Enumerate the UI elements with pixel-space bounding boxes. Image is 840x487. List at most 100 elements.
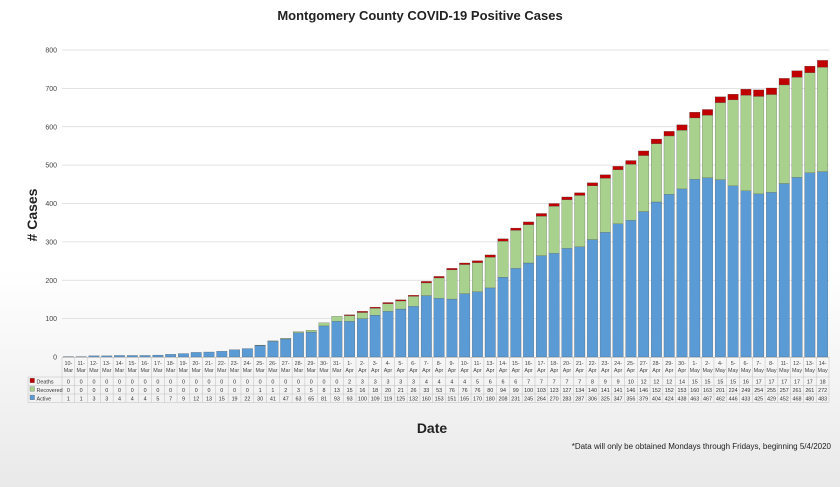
bar-segment-recovered: [395, 300, 407, 310]
data-label-active: 4: [144, 396, 147, 402]
x-tick-label: 28-: [653, 361, 661, 367]
x-tick-label: 24-: [243, 361, 251, 367]
data-label-active: 160: [422, 396, 431, 402]
x-tick-label-month: Apr: [345, 368, 354, 374]
data-label-deaths: 17: [781, 379, 787, 385]
data-label-deaths: 0: [144, 379, 147, 385]
x-tick-label: 7-: [424, 361, 429, 367]
data-label-deaths: 15: [717, 379, 723, 385]
bar-segment-active: [663, 194, 675, 358]
x-tick-label-month: Apr: [422, 368, 431, 374]
bar-segment-recovered: [318, 322, 330, 327]
data-label-deaths: 4: [438, 379, 441, 385]
data-label-active: 41: [270, 396, 276, 402]
x-tick-label-month: Apr: [486, 368, 495, 374]
x-tick-label: 4-: [718, 361, 723, 367]
bar-segment-deaths: [766, 87, 777, 95]
bar-segment-recovered: [369, 308, 381, 316]
x-tick-label: 24-: [614, 361, 622, 367]
data-label-recovered: 76: [449, 388, 455, 394]
bar-segment-recovered: [599, 178, 611, 233]
bar-segment-active: [753, 193, 765, 358]
x-tick-label: 14-: [819, 361, 827, 367]
data-label-deaths: 17: [768, 379, 774, 385]
data-label-deaths: 0: [323, 379, 326, 385]
x-tick-label: 30-: [678, 361, 686, 367]
bar-segment-deaths: [472, 260, 483, 263]
bar-segment-active: [178, 353, 189, 358]
data-label-active: 306: [588, 396, 597, 402]
data-label-active: 165: [460, 396, 469, 402]
data-label-recovered: 16: [359, 388, 365, 394]
bar-segment-active: [574, 246, 586, 358]
bar-segment-active: [523, 262, 534, 358]
bar-segment-active: [599, 232, 611, 358]
x-tick-label-month: May: [728, 368, 738, 374]
bar-segment-deaths: [791, 70, 803, 78]
x-tick-label: 23-: [231, 361, 239, 367]
data-label-deaths: 9: [617, 379, 620, 385]
data-label-active: 125: [396, 396, 405, 402]
data-label-active: 270: [550, 396, 559, 402]
data-label-recovered: 0: [233, 388, 236, 394]
legend-swatch-recovered: [29, 386, 35, 392]
data-label-recovered: 141: [614, 388, 623, 394]
bar-segment-active: [702, 177, 713, 358]
x-tick-label: 5-: [398, 361, 403, 367]
data-label-active: 119: [384, 396, 393, 402]
data-label-active: 424: [665, 396, 674, 402]
bar-segment-recovered: [766, 94, 777, 193]
data-label-recovered: 160: [690, 388, 699, 394]
x-tick-label-month: Apr: [614, 368, 623, 374]
bar-segment-active: [305, 331, 317, 358]
data-label-recovered: 0: [118, 388, 121, 394]
data-label-deaths: 0: [195, 379, 198, 385]
data-label-deaths: 3: [374, 379, 377, 385]
data-label-active: 1: [80, 396, 83, 402]
legend-swatch-deaths: [29, 378, 35, 383]
footnote: *Data will only be obtained Mondays thro…: [572, 442, 832, 451]
data-label-recovered: 0: [220, 388, 223, 394]
x-tick-label: 1-: [692, 361, 697, 367]
data-label-active: 433: [741, 396, 750, 402]
bar-segment-active: [727, 185, 739, 358]
x-tick-label: 25-: [256, 361, 264, 367]
x-tick-label-month: Apr: [639, 368, 648, 374]
bar-segment-recovered: [331, 316, 343, 322]
data-label-deaths: 0: [259, 379, 262, 385]
data-label-active: 404: [652, 396, 661, 402]
data-label-deaths: 3: [361, 379, 364, 385]
data-label-recovered: 3: [297, 388, 300, 394]
x-tick-label-month: Apr: [665, 368, 674, 374]
data-label-deaths: 0: [246, 379, 249, 385]
data-label-recovered: 153: [677, 388, 686, 394]
y-tick-label: 500: [45, 163, 57, 170]
bar-segment-active: [459, 293, 471, 358]
bar-segment-deaths: [382, 302, 394, 304]
data-label-deaths: 16: [743, 379, 749, 385]
bar-segment-recovered: [433, 277, 445, 299]
data-label-deaths: 7: [527, 379, 530, 385]
x-tick-label-month: Apr: [384, 368, 393, 374]
x-tick-label: 21-: [205, 361, 213, 367]
bar-segment-recovered: [587, 185, 598, 240]
bar-segment-recovered: [536, 216, 547, 256]
bar-segment-active: [638, 211, 650, 358]
bar-segment-active: [344, 321, 355, 358]
x-tick-label: 14-: [116, 361, 124, 367]
x-tick-label-month: Apr: [448, 368, 457, 374]
data-label-active: 463: [690, 396, 699, 402]
bar-segment-recovered: [382, 303, 394, 312]
data-label-active: 22: [244, 396, 250, 402]
x-tick-label-month: Apr: [473, 368, 482, 374]
data-label-recovered: 140: [588, 388, 597, 394]
data-label-recovered: 76: [474, 388, 480, 394]
data-label-deaths: 18: [820, 379, 826, 385]
data-label-recovered: 0: [156, 388, 159, 394]
x-tick-label-month: Mar: [153, 368, 162, 374]
bar-segment-recovered: [280, 338, 292, 340]
x-tick-label: 13-: [806, 361, 814, 367]
bar-segment-active: [229, 349, 240, 358]
data-label-deaths: 6: [502, 379, 505, 385]
data-label-active: 132: [409, 396, 418, 402]
